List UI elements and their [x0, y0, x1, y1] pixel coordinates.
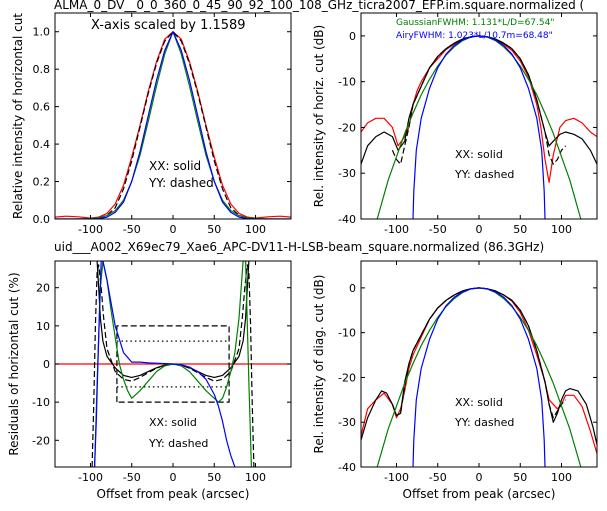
y-axis-label: Residuals of horizontal cut (%) [7, 272, 21, 455]
axes-frame [360, 260, 598, 468]
series-line-black-dashed-1 [90, 31, 256, 219]
legend-entry-green: GaussianFWHM: 1.131*L/D=67.54" [396, 18, 554, 28]
y-tick-label: -10 [32, 396, 50, 409]
y-tick-label: -20 [32, 434, 50, 447]
series-line-black-dashed-2 [391, 287, 567, 419]
series-line-green-solid-2 [55, 31, 291, 219]
legend-entry-blue: AiryFWHM: 1.023*L/10.7m=68.48" [396, 31, 553, 41]
x-tick-label: 100 [245, 223, 266, 236]
y-axis-label: Rel. intensity of horiz. cut (dB) [312, 25, 326, 207]
series-line-blue-solid-3 [55, 31, 291, 219]
y-tick-label: -40 [338, 461, 356, 474]
series-line-red-solid-0 [55, 31, 291, 219]
series-line-black-solid-1 [361, 35, 597, 165]
x-tick-label: -100 [78, 471, 103, 484]
x-tick-label: 100 [551, 223, 572, 236]
annotation-text: X-axis scaled by 1.1589 [91, 18, 246, 33]
y-tick-label: 1.0 [33, 26, 51, 39]
y-tick-label: 10 [36, 320, 50, 333]
chart-panel-top-left: -100 -50 0 50 100 0.0 0.2 0.4 0.6 0.8 1.0 Relative … [11, 12, 292, 236]
annotation-text: XX: solid [455, 396, 503, 409]
annotation-text: XX: solid [455, 148, 503, 161]
x-tick-label: -50 [123, 471, 141, 484]
x-tick-label: -50 [429, 471, 447, 484]
x-tick-label: -100 [78, 223, 103, 236]
x-tick-label: 0 [170, 471, 177, 484]
series-line-black-dashed-2 [91, 264, 255, 467]
y-tick-label: -40 [338, 213, 356, 226]
y-tick-label: 0.8 [33, 63, 51, 76]
y-tick-label: -30 [338, 416, 356, 429]
annotation-text: YY: dashed [454, 168, 514, 181]
x-tick-label: 100 [551, 471, 572, 484]
x-tick-label: 50 [207, 223, 221, 236]
x-tick-label: -50 [429, 223, 447, 236]
y-tick-label: 0.4 [33, 138, 51, 151]
y-tick-label: 0 [349, 30, 356, 43]
x-tick-label: 100 [245, 471, 266, 484]
y-tick-label: 0 [349, 282, 356, 295]
figure-subtitle: uid___A002_X69ec79_Xae6_APC-DV11-H-LSB-b… [54, 240, 544, 254]
y-tick-label: -10 [338, 76, 356, 89]
series-group [361, 35, 597, 219]
annotation-text: XX: solid [149, 159, 201, 173]
x-tick-label: 0 [476, 223, 483, 236]
x-tick-label: 0 [476, 471, 483, 484]
y-tick-label: -20 [338, 121, 356, 134]
x-axis-label: Offset from peak (arcsec) [97, 487, 250, 501]
x-tick-label: -100 [384, 471, 409, 484]
series-line-blue-solid-7 [94, 261, 236, 467]
y-tick-label: 20 [36, 282, 50, 295]
y-tick-label: 0.0 [33, 213, 51, 226]
annotation-text: XX: solid [149, 416, 197, 429]
y-tick-label: 0.2 [33, 176, 51, 189]
series-line-blue-solid-4 [412, 35, 546, 219]
x-tick-label: 50 [207, 471, 221, 484]
figure-title: ALMA_0_DV__0_0_360_0_45_90_92_100_108_GH… [54, 0, 584, 12]
x-tick-label: -100 [384, 223, 409, 236]
y-tick-label: -30 [338, 167, 356, 180]
x-axis-label: Offset from peak (arcsec) [403, 487, 556, 501]
axes-frame [360, 12, 598, 220]
annotation-text: YY: dashed [454, 416, 514, 429]
annotation-text: YY: dashed [148, 176, 214, 190]
x-tick-label: 50 [513, 471, 527, 484]
y-tick-label: -10 [338, 327, 356, 340]
x-tick-label: -50 [123, 223, 141, 236]
series-group [361, 287, 597, 467]
series-group [55, 261, 291, 467]
y-tick-label: 0 [43, 358, 50, 371]
y-tick-label: 0.6 [33, 101, 51, 114]
x-tick-label: 50 [513, 223, 527, 236]
y-tick-label: -20 [338, 371, 356, 384]
series-group [55, 31, 291, 219]
y-axis-label: Relative intensity of horizontal cut [11, 13, 25, 219]
series-line-black-dashed-2 [391, 35, 567, 165]
x-tick-label: 0 [170, 223, 177, 236]
y-axis-label: Rel. intensity of diag. cut (dB) [312, 275, 326, 454]
series-line-black-solid-1 [96, 261, 250, 378]
annotation-text: YY: dashed [148, 437, 208, 450]
series-line-blue-solid-4 [412, 287, 546, 467]
